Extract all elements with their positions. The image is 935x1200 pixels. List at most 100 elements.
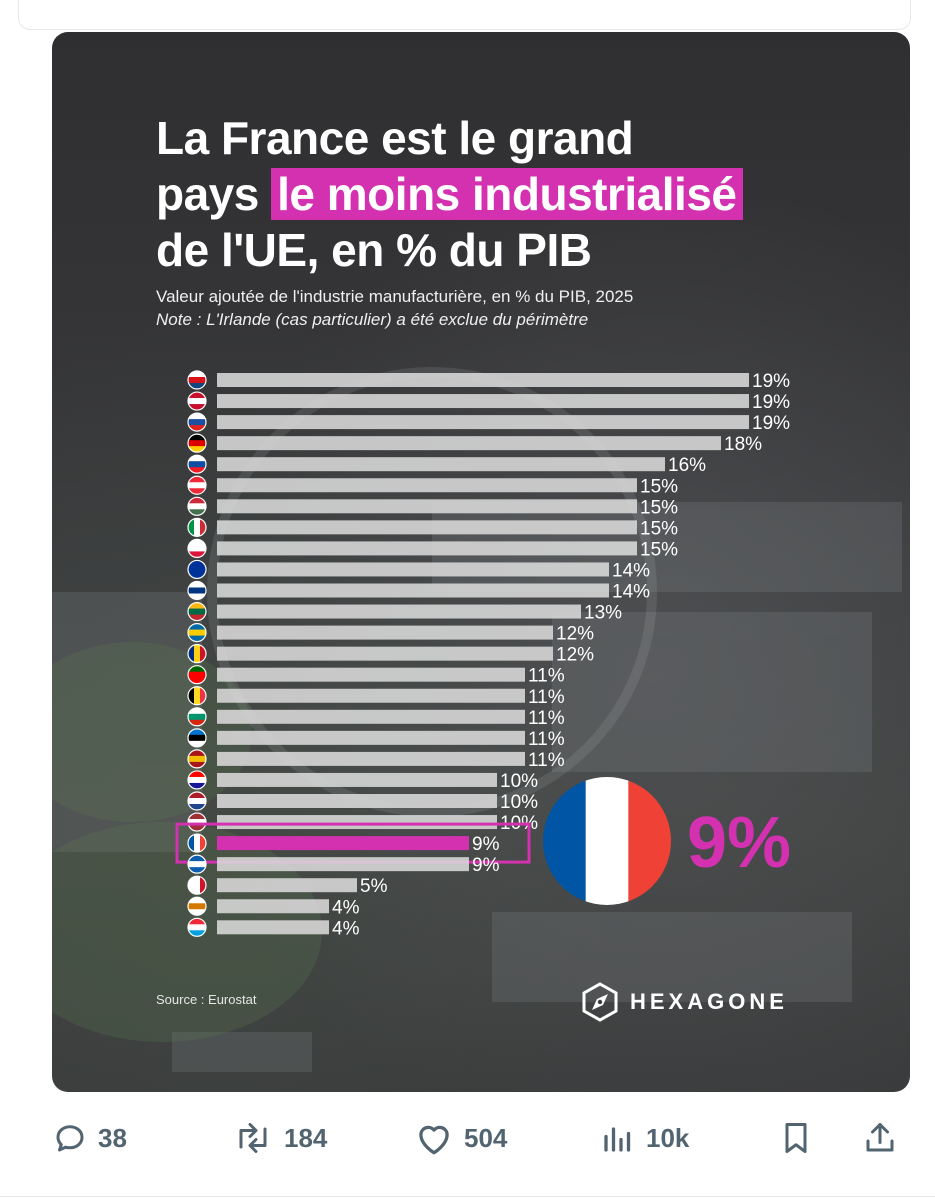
hexagon-compass-icon <box>582 982 618 1022</box>
flag-latvia-icon <box>187 812 207 832</box>
views-button[interactable]: 10k <box>600 1110 689 1166</box>
bookmark-icon <box>785 1123 807 1153</box>
flag-greece-icon <box>187 854 207 874</box>
value-label-austria: 15% <box>640 476 678 497</box>
like-count: 504 <box>464 1122 508 1153</box>
share-icon <box>866 1123 894 1152</box>
previous-post-edge <box>0 0 935 30</box>
value-label-greece: 9% <box>472 855 500 876</box>
bar-chart: 19%19%19%18%16%15%15%15%15%14%14%13%12%1… <box>175 370 791 939</box>
title-part-4: de l'UE, en % du PIB <box>156 224 592 276</box>
chart-note: Note : L'Irlande (cas particulier) a été… <box>156 310 589 329</box>
flag-france-icon <box>187 833 207 853</box>
like-button[interactable]: 504 <box>414 1110 507 1166</box>
flag-portugal-icon <box>187 665 207 685</box>
value-label-poland: 15% <box>640 539 678 560</box>
bar-cyprus <box>217 899 329 914</box>
flag-italy-icon <box>187 517 207 537</box>
bar-sweden <box>217 625 553 640</box>
flag-cyprus-icon <box>187 896 207 916</box>
source-credit: Source : Eurostat <box>156 992 257 1007</box>
title-part-1: La France <box>156 112 369 164</box>
value-label-czechia: 19% <box>752 371 790 392</box>
bookmark-button[interactable] <box>778 1110 814 1166</box>
value-label-spain: 11% <box>528 750 565 771</box>
bar-finland <box>217 583 609 598</box>
bar-france <box>217 836 469 851</box>
value-label-sweden: 12% <box>556 624 594 645</box>
bar-greece <box>217 857 469 872</box>
value-label-croatia: 10% <box>500 771 538 792</box>
bar-italy <box>217 520 637 535</box>
value-label-netherlands: 10% <box>500 792 538 813</box>
bar-malta <box>217 878 357 893</box>
flag-bulgaria-icon <box>187 707 207 727</box>
repost-button[interactable]: 184 <box>232 1110 327 1166</box>
france-flag-callout-icon <box>543 777 671 905</box>
bar-denmark <box>217 394 749 409</box>
title-part-3: pays <box>156 168 272 220</box>
flag-malta-icon <box>187 875 207 895</box>
post-action-bar: 38 184 504 10k <box>0 1110 935 1170</box>
hexagone-logo: HEXAGONE <box>580 982 788 1022</box>
value-label-malta: 5% <box>360 876 388 897</box>
value-label-belgium: 11% <box>528 687 565 708</box>
france-value-callout: 9% <box>687 803 791 883</box>
bar-germany <box>217 436 721 451</box>
flag-sweden-icon <box>187 622 207 643</box>
bar-estonia <box>217 730 525 745</box>
reply-button[interactable]: 38 <box>52 1110 127 1166</box>
bar-netherlands <box>217 794 497 808</box>
value-label-germany: 18% <box>724 434 762 455</box>
bar-bulgaria <box>217 709 525 724</box>
brand-name: HEXAGONE <box>630 989 788 1014</box>
flag-hungary-icon <box>187 496 207 516</box>
repost-icon <box>239 1123 267 1153</box>
share-button[interactable] <box>862 1110 898 1166</box>
flag-croatia-icon <box>187 770 207 790</box>
reply-icon <box>56 1125 84 1152</box>
value-label-estonia: 11% <box>528 729 565 750</box>
bar-austria <box>217 478 637 493</box>
bar-luxembourg <box>217 920 329 935</box>
bar-czechia <box>217 373 749 387</box>
value-label-cyprus: 4% <box>332 897 360 918</box>
views-chart-icon <box>604 1127 631 1152</box>
bar-spain <box>217 751 525 766</box>
flag-estonia-icon <box>187 728 207 748</box>
reply-count: 38 <box>98 1122 127 1153</box>
bar-eu <box>217 562 609 577</box>
flag-romania-icon <box>187 644 207 664</box>
value-label-luxembourg: 4% <box>332 918 360 939</box>
value-label-lithuania: 13% <box>584 603 622 624</box>
value-label-hungary: 15% <box>640 497 678 518</box>
flag-eu-icon <box>187 559 207 580</box>
flag-finland-icon <box>187 580 207 601</box>
heart-icon <box>419 1125 449 1155</box>
title-highlight: le moins industrialisé <box>271 168 743 220</box>
infographic-card[interactable]: La France est le grand pays le moins ind… <box>52 32 910 1092</box>
bar-romania <box>217 646 553 661</box>
value-label-romania: 12% <box>556 645 594 666</box>
title-part-2: est le grand <box>368 112 634 164</box>
flag-belgium-icon <box>187 686 207 706</box>
flag-netherlands-icon <box>187 791 207 811</box>
flag-lithuania-icon <box>187 601 207 622</box>
bar-latvia <box>217 815 497 830</box>
view-count: 10k <box>646 1122 690 1153</box>
flag-spain-icon <box>187 749 207 769</box>
bar-croatia <box>217 772 497 787</box>
value-label-italy: 15% <box>640 518 678 539</box>
bar-hungary <box>217 499 637 514</box>
flag-germany-icon <box>187 433 207 453</box>
bar-slovenia <box>217 415 749 430</box>
flag-czechia-icon <box>187 370 207 390</box>
bar-portugal <box>217 667 525 682</box>
repost-count: 184 <box>284 1122 328 1153</box>
value-label-finland: 14% <box>612 582 650 603</box>
flag-austria-icon <box>187 475 207 495</box>
value-label-slovenia: 19% <box>752 413 790 434</box>
chart-subtitle: Valeur ajoutée de l'industrie manufactur… <box>156 287 634 306</box>
bar-poland <box>217 541 637 556</box>
flag-slovenia-icon <box>187 412 207 432</box>
